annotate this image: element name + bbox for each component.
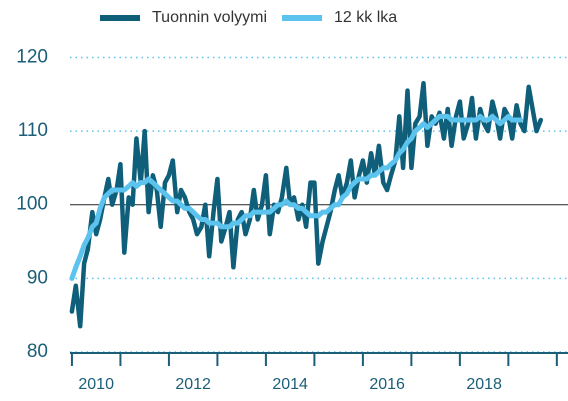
series-line (69, 113, 523, 281)
x-tick-label: 2012 (175, 376, 211, 393)
x-tick-label: 2018 (466, 376, 502, 393)
x-tick-label: 2016 (369, 376, 405, 393)
legend-label: Tuonnin volyymi (152, 9, 267, 26)
y-tick-label: 120 (16, 46, 48, 67)
x-tick-label: 2014 (272, 376, 308, 393)
series-line (69, 80, 544, 329)
y-tick-label: 100 (16, 194, 48, 215)
x-tick-label: 2010 (78, 376, 114, 393)
legend-label: 12 kk lka (334, 9, 397, 26)
y-tick-label: 80 (27, 341, 48, 362)
y-tick-label: 90 (27, 267, 48, 288)
y-tick-label: 110 (18, 120, 48, 141)
